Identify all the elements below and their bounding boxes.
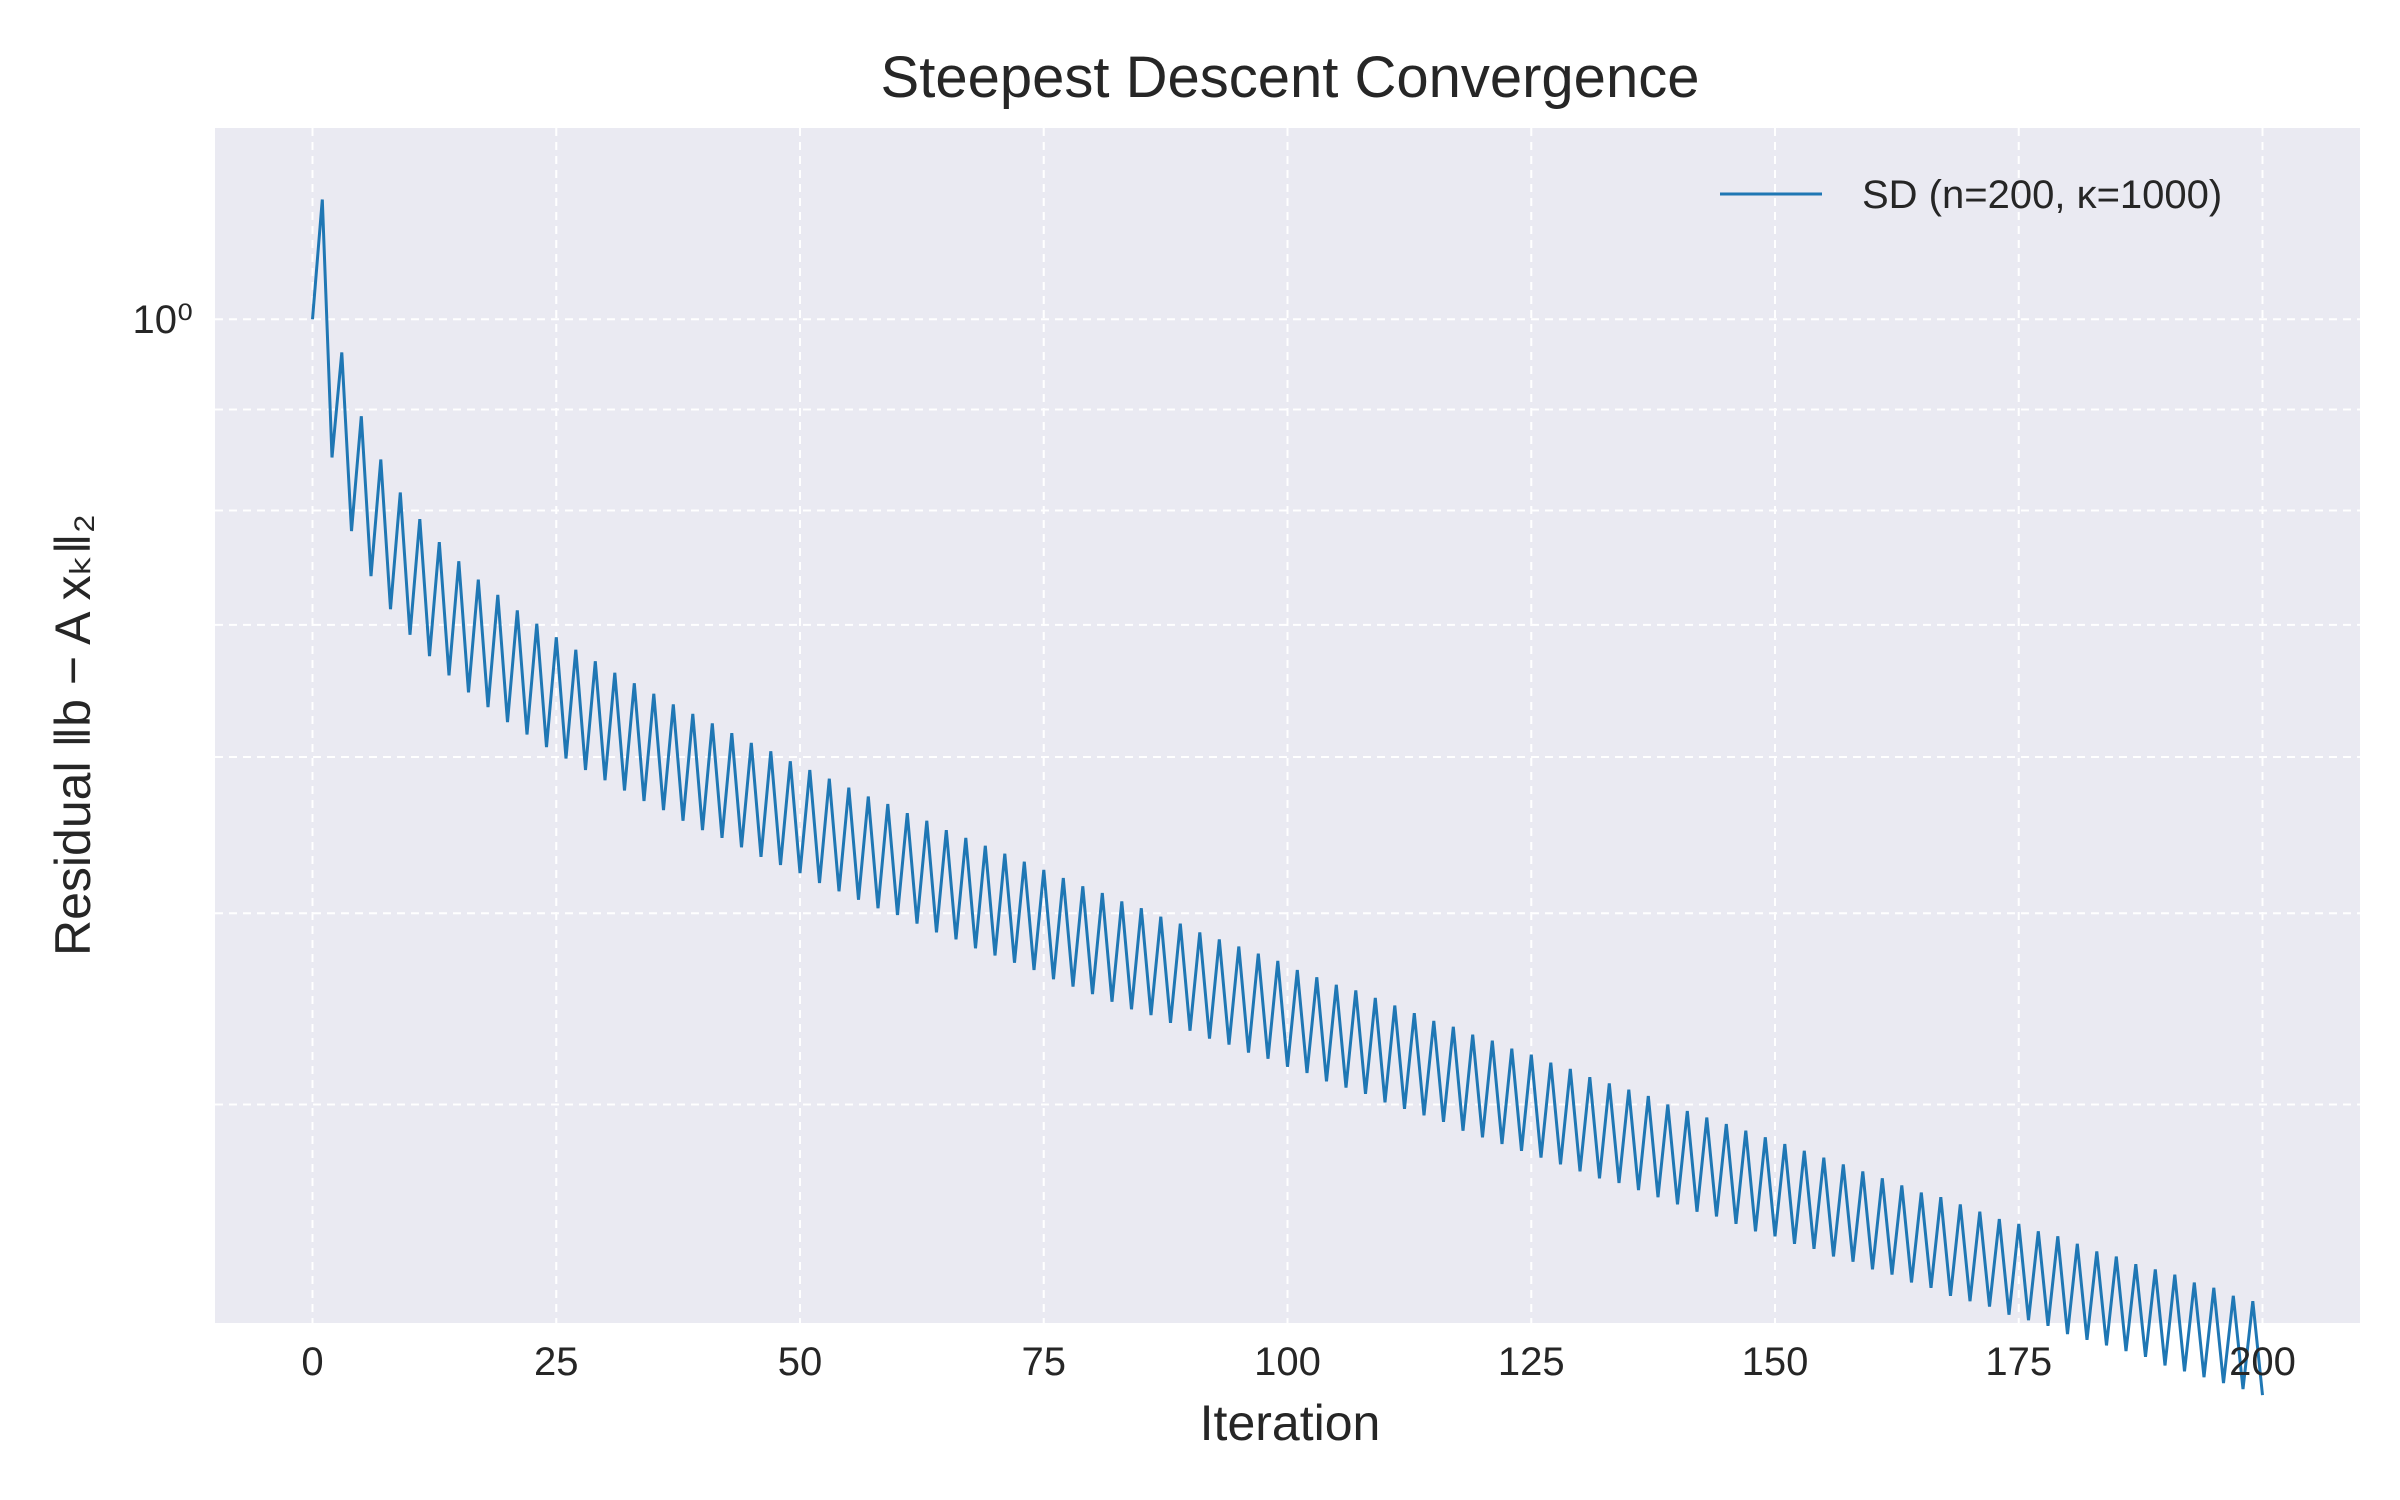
x-tick-label-75: 75 — [1022, 1340, 1067, 1384]
y-axis-ticks: 10⁰ — [132, 298, 193, 342]
x-axis-ticks: 0 25 50 75 100 125 150 175 200 — [301, 1340, 2296, 1384]
y-tick-label-0: 10⁰ — [132, 298, 193, 342]
x-tick-label-100: 100 — [1254, 1340, 1321, 1384]
x-tick-label-125: 125 — [1498, 1340, 1565, 1384]
x-tick-label-0: 0 — [301, 1340, 323, 1384]
x-tick-label-25: 25 — [534, 1340, 579, 1384]
chart-title: Steepest Descent Convergence — [881, 45, 1700, 110]
x-axis-label: Iteration — [1200, 1395, 1381, 1451]
y-axis-label: Residual ‖b − A xₖ‖₂ — [45, 514, 101, 956]
x-tick-label-200: 200 — [2229, 1340, 2296, 1384]
series-line-0 — [311, 199, 2264, 1396]
legend-label-sd: SD (n=200, κ=1000) — [1862, 173, 2222, 217]
x-tick-label-50: 50 — [778, 1340, 823, 1384]
legend: SD (n=200, κ=1000) — [1720, 173, 2222, 217]
x-tick-label-175: 175 — [1985, 1340, 2052, 1384]
grid — [215, 128, 2360, 1323]
series-layer — [311, 199, 2264, 1396]
x-tick-label-150: 150 — [1742, 1340, 1809, 1384]
